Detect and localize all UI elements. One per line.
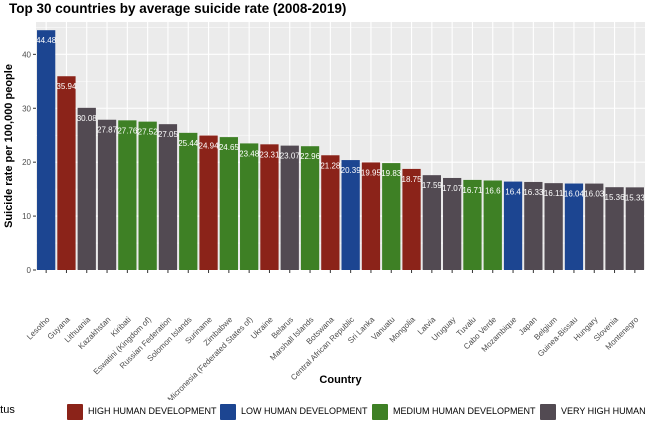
bar-value-labels: 44.48 35.94 30.08 27.87 27.76 27.52 27.0525.44… (36, 36, 645, 202)
y-tick-label: 10 (22, 212, 31, 221)
bar (179, 132, 198, 270)
legend-label: MEDIUM HUMAN DEVELOPMENT (393, 406, 536, 416)
bar (97, 119, 117, 270)
bar-value-label: 23.48 (239, 149, 260, 158)
bar-value-label: 24.94 (199, 142, 220, 151)
bar (402, 168, 421, 270)
y-axis: 0 10 20 30 40 (22, 50, 36, 275)
bar (605, 187, 624, 270)
bar-value-label: 18.75 (402, 175, 423, 184)
bar (158, 124, 178, 270)
bar (544, 183, 563, 270)
bar-value-label: 24.65 (219, 143, 240, 152)
y-tick-label: 30 (22, 104, 31, 113)
bar-value-label: 27.52 (138, 128, 159, 137)
legend-swatch (540, 404, 556, 420)
bar (260, 144, 279, 270)
bar-value-label: 44.48 (36, 36, 57, 45)
y-axis-title: Suicide rate per 100,000 people (3, 64, 15, 228)
bar-value-label: 27.05 (158, 130, 179, 139)
bar-value-label: 23.31 (259, 150, 280, 159)
bar-value-label: 23.07 (280, 152, 301, 161)
bar-value-label: 22.96 (300, 152, 321, 161)
bar (57, 76, 76, 271)
bar (300, 146, 320, 270)
plot-panel (36, 22, 645, 270)
legend-label: HIGH HUMAN DEVELOPMENT (88, 406, 217, 416)
bar-value-label: 16.03 (584, 190, 605, 199)
bar (199, 135, 218, 270)
bar (382, 163, 401, 270)
bar-value-label: 15.33 (625, 193, 646, 202)
bar (341, 160, 360, 270)
bar-value-label: 30.08 (77, 114, 98, 123)
x-axis-title: Country (319, 374, 362, 386)
legend-swatch (67, 404, 83, 420)
bar (564, 183, 584, 270)
bar (585, 183, 604, 270)
bar-value-label: 21.28 (320, 161, 341, 170)
bar-value-label: 16.71 (462, 186, 483, 195)
bar (422, 175, 441, 270)
bar-value-label: 16.11 (544, 189, 564, 198)
bar-value-label: 35.94 (56, 82, 77, 91)
chart-title: Top 30 countries by average suicide rate… (9, 1, 347, 16)
legend-swatch (372, 404, 388, 420)
bar-value-label: 19.95 (361, 168, 382, 177)
bar-chart: 44.48 35.94 30.08 27.87 27.76 27.52 27.0525.44… (3, 22, 645, 400)
bar (463, 179, 482, 270)
legend-label: LOW HUMAN DEVELOPMENT (241, 406, 368, 416)
bar (138, 121, 157, 270)
bar-value-label: 27.76 (117, 126, 138, 135)
bar-value-label: 16.4 (505, 188, 521, 197)
bar (524, 181, 543, 270)
bar (219, 137, 238, 270)
y-tick-label: 0 (27, 266, 32, 275)
bar-value-label: 27.87 (97, 126, 118, 135)
y-tick-label: 40 (22, 50, 31, 59)
legend-swatch (220, 404, 236, 420)
bar-value-label: 16.6 (485, 187, 501, 196)
bar (483, 180, 502, 270)
legend: ment status HIGH HUMAN DEVELOPMENT LOW HU… (0, 402, 648, 422)
bars (37, 30, 644, 271)
bar-value-label: 20.39 (341, 166, 362, 175)
bar-value-label: 19.83 (381, 169, 402, 178)
grid-lines (36, 22, 645, 271)
bar (361, 162, 381, 270)
bar-value-label: 16.04 (564, 190, 585, 199)
bar (77, 107, 96, 271)
bar (118, 120, 137, 270)
bar-value-label: 17.59 (422, 181, 443, 190)
bar-value-label: 17.07 (442, 184, 463, 193)
bar (503, 181, 523, 270)
bar-value-label: 25.44 (178, 139, 199, 148)
legend-label: VERY HIGH HUMAN DEVELOPMENT (561, 406, 648, 416)
bar (625, 187, 644, 270)
legend-title: ment status (0, 404, 15, 416)
bar-value-label: 15.36 (605, 193, 626, 202)
bar (280, 145, 299, 270)
bar (321, 155, 340, 270)
bar (443, 177, 462, 270)
bar (240, 143, 259, 270)
bar (37, 30, 56, 271)
y-tick-label: 20 (22, 158, 31, 167)
bar-value-label: 16.33 (523, 188, 544, 197)
